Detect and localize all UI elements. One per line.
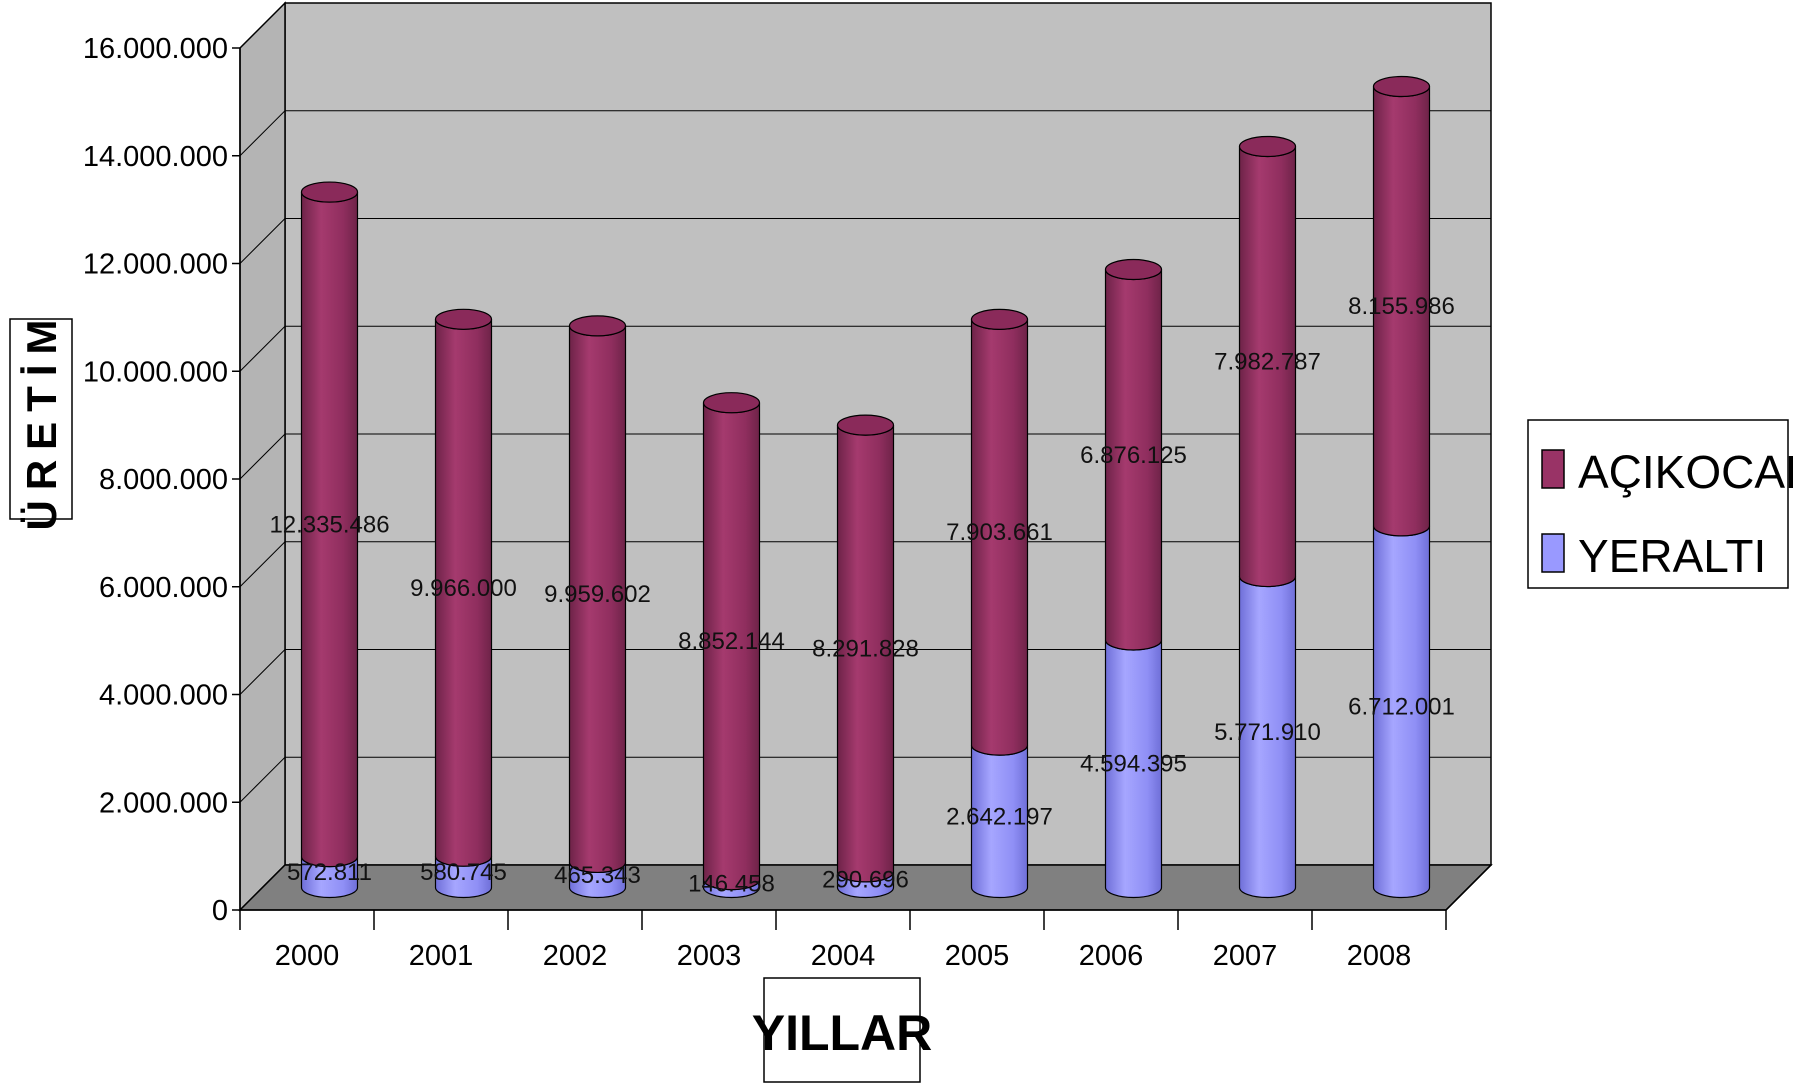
bar-acikocak-2006 bbox=[1104, 258, 1163, 651]
gridline bbox=[239, 756, 1491, 803]
x-axis-title: YILLAR bbox=[752, 1005, 933, 1061]
legend-label-yeralti: YERALTI bbox=[1578, 530, 1766, 582]
bar-acikocak-2000 bbox=[300, 181, 359, 868]
data-label-yeralti: 290.696 bbox=[822, 867, 909, 894]
bar-acikocak-2001-top bbox=[434, 308, 493, 330]
data-label-acikocak: 8.155.986 bbox=[1348, 293, 1455, 320]
x-tick-label: 2008 bbox=[1347, 940, 1412, 972]
data-label-acikocak: 8.852.144 bbox=[678, 628, 785, 655]
data-label-acikocak: 7.903.661 bbox=[946, 519, 1053, 546]
floor-right-edge bbox=[1445, 864, 1492, 911]
y-tick-label: 16.000.000 bbox=[83, 33, 228, 65]
bar-acikocak-2007 bbox=[1238, 135, 1297, 588]
y-tick-label: 2.000.000 bbox=[99, 787, 228, 819]
y-axis-title-box: ÜRETİM bbox=[9, 310, 73, 531]
bar-acikocak-2007-top bbox=[1238, 135, 1297, 158]
data-label-acikocak: 7.982.787 bbox=[1214, 349, 1321, 376]
x-tick-label: 2000 bbox=[275, 940, 340, 972]
y-tick-label: 0 bbox=[212, 895, 228, 927]
bar-acikocak-2000-top bbox=[300, 181, 359, 203]
bar-acikocak-2006-top bbox=[1104, 258, 1163, 281]
legend-swatch-yeralti bbox=[1541, 533, 1565, 573]
data-label-acikocak: 6.876.125 bbox=[1080, 442, 1187, 469]
y-tick-label: 6.000.000 bbox=[99, 572, 228, 604]
data-labels: 572.811 12.335.486 580.745 9.966.000 465.343… bbox=[269, 293, 1454, 897]
y-tick-label: 10.000.000 bbox=[83, 356, 228, 388]
bar-acikocak-2004 bbox=[836, 414, 895, 883]
gridline bbox=[239, 2, 1491, 49]
y-tick-label: 14.000.000 bbox=[83, 141, 228, 173]
bar-acikocak-2004-top bbox=[836, 414, 895, 436]
bars bbox=[300, 75, 1431, 899]
gridline bbox=[239, 110, 1491, 157]
bar-acikocak-2005 bbox=[970, 308, 1029, 756]
x-axis-title-box: YILLAR bbox=[752, 977, 933, 1083]
gridlines bbox=[232, 2, 1492, 930]
data-label-yeralti: 2.642.197 bbox=[946, 803, 1053, 830]
gridline bbox=[239, 649, 1491, 695]
x-tick-label: 2003 bbox=[677, 940, 742, 972]
gridline bbox=[239, 541, 1491, 588]
bar-acikocak-2008-top bbox=[1372, 75, 1431, 98]
bar-acikocak-2003 bbox=[702, 392, 761, 891]
legend-label-acikocak: AÇIKOCAK bbox=[1578, 446, 1793, 498]
bar-acikocak-2003-top bbox=[702, 392, 761, 414]
data-label-yeralti: 4.594.395 bbox=[1080, 751, 1187, 778]
y-axis-title: ÜRETİM bbox=[18, 310, 65, 531]
bar-acikocak-2002 bbox=[568, 315, 627, 874]
data-label-yeralti: 146.458 bbox=[688, 871, 775, 898]
data-label-yeralti: 580.745 bbox=[420, 859, 507, 886]
y-tick-label: 8.000.000 bbox=[99, 464, 228, 496]
y-tick-label: 12.000.000 bbox=[83, 249, 228, 281]
data-label-yeralti: 465.343 bbox=[554, 862, 641, 889]
gridline bbox=[239, 218, 1491, 264]
data-label-yeralti: 6.712.001 bbox=[1348, 694, 1455, 721]
data-label-acikocak: 8.291.828 bbox=[812, 635, 919, 662]
x-tick-label: 2002 bbox=[543, 940, 608, 972]
x-tick-label: 2006 bbox=[1079, 940, 1144, 972]
legend-swatch-acikocak bbox=[1541, 449, 1565, 489]
legend: AÇIKOCAK YERALTI bbox=[1527, 419, 1793, 589]
x-tick-labels: 2000 2001 2002 2003 2004 2005 2006 2007 2008 bbox=[275, 940, 1412, 972]
x-tick-label: 2004 bbox=[811, 940, 876, 972]
bar-acikocak-2001 bbox=[434, 308, 493, 867]
data-label-acikocak: 9.966.000 bbox=[410, 575, 517, 602]
data-label-yeralti: 5.771.910 bbox=[1214, 719, 1321, 746]
bar-acikocak-2002-top bbox=[568, 315, 627, 337]
data-label-yeralti: 572.811 bbox=[287, 859, 372, 886]
data-label-acikocak: 9.959.602 bbox=[544, 581, 651, 608]
gridline bbox=[239, 433, 1491, 480]
x-tick-label: 2001 bbox=[409, 940, 474, 972]
bar-acikocak-2008 bbox=[1372, 75, 1431, 537]
x-tick-label: 2007 bbox=[1213, 940, 1278, 972]
y-tick-label: 4.000.000 bbox=[99, 680, 228, 712]
bar-acikocak-2005-top bbox=[970, 308, 1029, 330]
gridline bbox=[239, 325, 1491, 372]
data-label-acikocak: 12.335.486 bbox=[269, 511, 389, 538]
x-tick-label: 2005 bbox=[945, 940, 1010, 972]
y-tick-labels: 0 2.000.000 4.000.000 6.000.000 8.000.000 10.… bbox=[83, 33, 228, 927]
